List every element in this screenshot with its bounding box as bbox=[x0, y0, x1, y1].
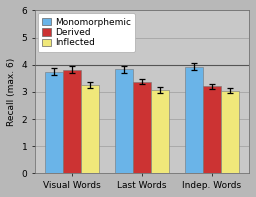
Bar bbox=[185, 67, 203, 173]
Legend: Monomorphemic, Derived, Inflected: Monomorphemic, Derived, Inflected bbox=[38, 13, 135, 52]
Bar bbox=[81, 85, 99, 173]
Bar bbox=[133, 82, 151, 173]
Bar bbox=[151, 90, 169, 173]
Bar bbox=[63, 70, 81, 173]
Bar bbox=[115, 69, 133, 173]
Bar bbox=[221, 91, 239, 173]
Bar bbox=[203, 86, 221, 173]
Y-axis label: Recall (max. 6): Recall (max. 6) bbox=[7, 58, 16, 126]
Bar bbox=[45, 72, 63, 173]
